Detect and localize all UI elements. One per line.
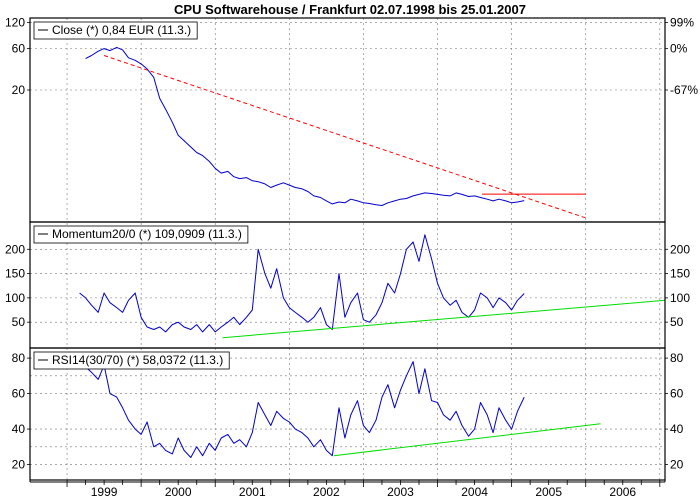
x-tick-label: 2001	[239, 485, 266, 499]
panel-price	[85, 46, 586, 219]
legend-box	[33, 21, 198, 40]
legend-rsi: RSI14(30/70) (*) 58,0372 (11.3.)	[33, 351, 230, 370]
y-tick-label-right: 60	[670, 387, 684, 401]
panel-rsi	[79, 357, 601, 458]
y-tick-label-right: 0%	[670, 42, 688, 56]
x-tick-label: 2003	[387, 485, 414, 499]
x-tick-label: 1999	[91, 485, 118, 499]
y-tick-label-right: 200	[670, 242, 690, 256]
chart-series	[79, 46, 666, 458]
series-momentum-support	[222, 299, 666, 339]
series-rsi-rsi14-30-70-	[79, 357, 525, 458]
series-momentum-momentum20-0	[79, 234, 525, 333]
y-tick-label-left: 100	[5, 291, 25, 305]
y-tick-label-right: 100	[670, 291, 690, 305]
axis-ticks: 1999 2000 2001 2002 2003 2004 2005 2006 120 60 20 9…	[5, 16, 698, 499]
y-tick-label-right: 80	[670, 351, 684, 365]
y-tick-label-left: 150	[5, 267, 25, 281]
y-tick-label-left: 50	[12, 315, 26, 329]
legend-label: Momentum20/0 (*) 109,0909 (11.3.)	[52, 227, 242, 241]
panel-frames	[29, 17, 666, 483]
x-tick-label: 2000	[165, 485, 192, 499]
series-rsi-support	[333, 423, 601, 457]
y-tick-label-right: 50	[670, 315, 684, 329]
legend-box	[33, 351, 230, 370]
y-tick-label-left: 60	[12, 42, 26, 56]
panel-frame-rsi	[29, 347, 666, 481]
y-tick-label-left: 40	[12, 422, 26, 436]
panel-momentum	[79, 234, 666, 339]
y-tick-label-right: 150	[670, 267, 690, 281]
y-tick-label-left: 60	[12, 387, 26, 401]
y-tick-label-left: 20	[12, 83, 26, 97]
legend-momentum: Momentum20/0 (*) 109,0909 (11.3.)	[33, 225, 249, 244]
y-tick-label-right: 99%	[670, 16, 694, 30]
chart-title: CPU Softwarehouse / Frankfurt 02.07.1998…	[174, 2, 526, 17]
legend-price: Close (*) 0,84 EUR (11.3.)	[33, 21, 198, 40]
y-tick-label-left: 20	[12, 458, 26, 472]
y-tick-label-left: 200	[5, 242, 25, 256]
y-tick-label-right: -67%	[670, 83, 698, 97]
series-price-trend	[103, 55, 586, 219]
y-tick-label-left: 120	[5, 16, 25, 30]
y-tick-label-left: 80	[12, 351, 26, 365]
x-tick-label: 2004	[461, 485, 488, 499]
x-tick-label: 2005	[535, 485, 562, 499]
grid-lines	[30, 18, 665, 480]
legend-box	[33, 225, 249, 244]
x-tick-label: 2002	[313, 485, 340, 499]
legend-label: Close (*) 0,84 EUR (11.3.)	[52, 23, 191, 37]
series-price-close	[85, 46, 525, 206]
y-tick-label-right: 40	[670, 422, 684, 436]
x-tick-label: 2006	[609, 485, 636, 499]
legend-label: RSI14(30/70) (*) 58,0372 (11.3.)	[52, 353, 223, 367]
y-tick-label-right: 20	[670, 458, 684, 472]
legends: Close (*) 0,84 EUR (11.3.) Momentum20/0 (…	[33, 21, 249, 370]
